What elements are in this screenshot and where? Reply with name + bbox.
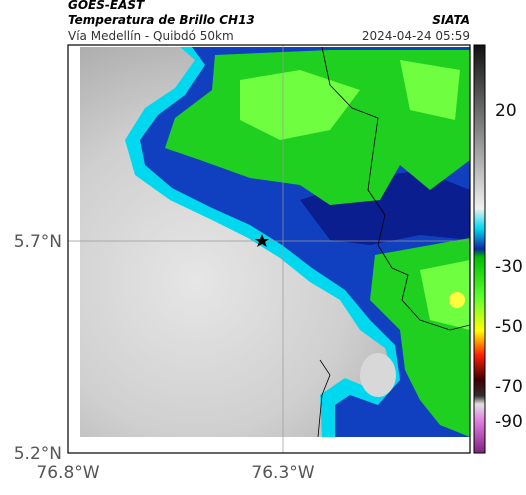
- lat-label: 5.7°N: [14, 232, 62, 252]
- colorbar-tick: 20: [495, 101, 517, 121]
- lon-label: 76.8°W: [36, 463, 99, 483]
- header-source: SIATA: [432, 13, 470, 27]
- header-region: Vía Medellín - Quibdó 50km: [68, 29, 234, 43]
- colorbar-tick: -50: [495, 317, 523, 337]
- axis-labels: 5.7°N 5.2°N 76.8°W 76.3°W: [14, 232, 315, 483]
- colorbar: 20 -30 -50 -70 -90: [473, 44, 523, 454]
- lat-label: 5.2°N: [14, 444, 62, 464]
- lon-label: 76.3°W: [251, 463, 314, 483]
- colorbar-tick: -70: [495, 377, 523, 397]
- colorbar-tick: -30: [495, 257, 523, 277]
- satellite-image: [67, 44, 471, 454]
- header-subtitle: Temperatura de Brillo CH13: [68, 13, 255, 27]
- colorbar-tick: -90: [495, 412, 523, 432]
- header-title: GOES-EAST: [68, 0, 145, 12]
- header-timestamp: 2024-04-24 05:59: [362, 29, 470, 43]
